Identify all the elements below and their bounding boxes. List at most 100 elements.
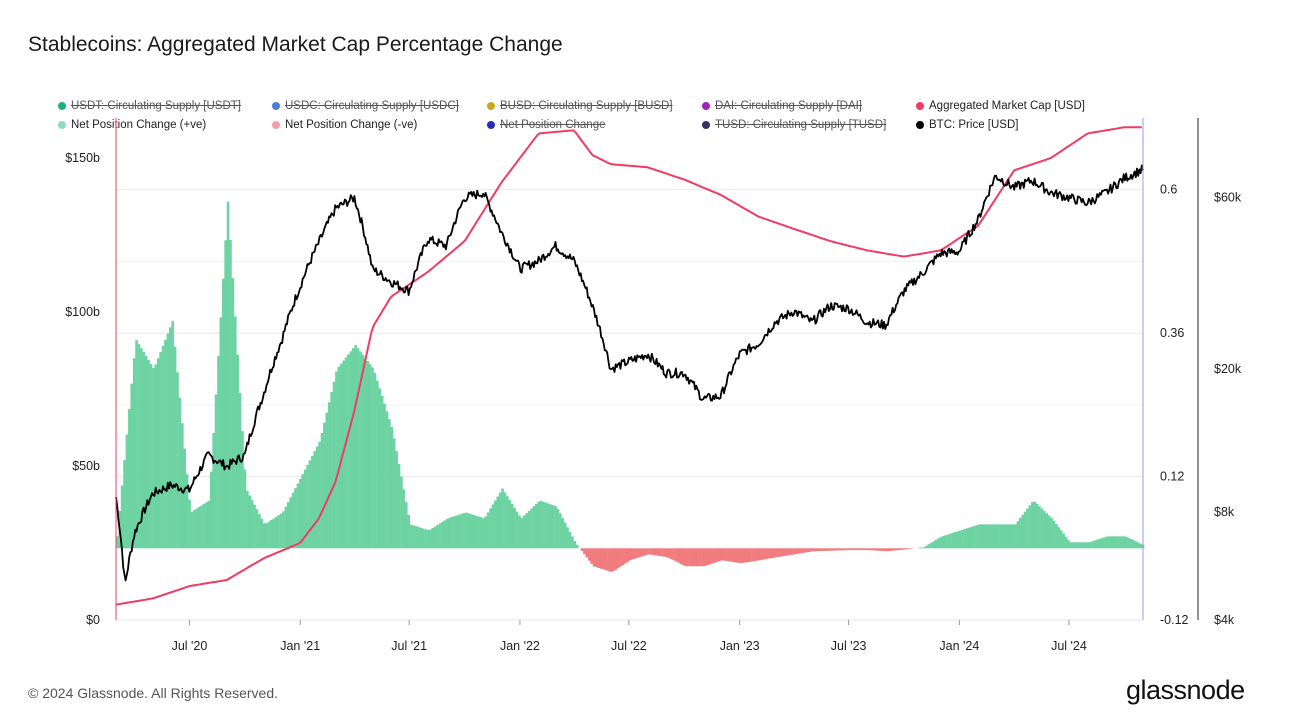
net-position-bar <box>371 367 374 549</box>
net-position-bar <box>431 528 435 549</box>
net-position-bar <box>243 469 247 549</box>
net-position-bar <box>978 524 981 549</box>
net-position-bar <box>128 409 131 549</box>
net-position-bar <box>628 548 632 561</box>
net-position-bar <box>645 548 649 555</box>
net-position-bar <box>202 503 206 549</box>
net-position-bar <box>749 548 752 562</box>
net-position-bar <box>1026 508 1029 549</box>
net-position-bar <box>520 517 524 549</box>
net-position-bar <box>888 548 892 551</box>
net-position-bar <box>549 504 553 549</box>
net-position-bar <box>320 433 324 549</box>
net-position-bar <box>185 474 189 549</box>
net-position-bar <box>135 340 138 549</box>
net-position-bar <box>284 506 288 549</box>
net-position-bar <box>190 511 194 549</box>
net-position-bar <box>775 548 779 558</box>
net-position-bar <box>238 392 242 549</box>
net-position-bar <box>132 358 136 549</box>
net-position-bar <box>1122 536 1126 549</box>
net-position-bar <box>807 548 810 553</box>
legend-item-dai[interactable]: DAI: Circulating Supply [DAI] <box>702 100 862 112</box>
net-position-bar <box>852 548 856 551</box>
net-position-bar <box>896 548 899 551</box>
net-position-bar <box>255 509 259 549</box>
net-position-bar <box>1100 538 1104 549</box>
net-position-bar <box>600 548 603 569</box>
net-position-bar <box>226 201 230 549</box>
net-position-bar <box>874 548 878 551</box>
net-position-bar <box>1112 536 1116 549</box>
net-position-bar <box>809 548 813 552</box>
net-position-bar <box>763 548 767 560</box>
net-position-bar <box>327 402 331 549</box>
legend-item-tusd[interactable]: TUSD: Circulating Supply [TUSD] <box>702 119 886 131</box>
net-position-bar <box>130 383 134 549</box>
net-position-bar <box>359 351 362 549</box>
net-position-bar <box>624 548 627 564</box>
net-position-bar <box>595 548 598 568</box>
net-position-bar <box>510 503 514 549</box>
net-position-bar <box>884 548 887 552</box>
net-position-bar <box>123 459 126 549</box>
net-position-bar <box>1035 503 1039 549</box>
net-position-bar <box>734 548 738 563</box>
net-position-bar <box>1023 511 1027 549</box>
legend-item-btc-price[interactable]: BTC: Price [USD] <box>916 119 1018 131</box>
net-position-bar <box>592 548 596 567</box>
left-axis-tick-label: $150b <box>65 151 100 165</box>
net-position-bar <box>518 515 521 549</box>
net-position-bar <box>585 548 589 558</box>
legend-item-net-position-positive[interactable]: Net Position Change (+ve) <box>58 119 206 131</box>
net-position-bar <box>236 354 239 549</box>
net-position-bar <box>953 532 957 549</box>
legend-label: BTC: Price [USD] <box>929 119 1019 131</box>
legend-label: Net Position Change (+ve) <box>71 119 207 131</box>
net-position-bar <box>409 524 413 549</box>
net-position-bar <box>388 419 391 549</box>
net-position-bar <box>544 502 548 549</box>
net-position-bar <box>891 548 894 551</box>
net-position-bar <box>932 541 935 549</box>
legend-item-net-position-negative[interactable]: Net Position Change (-ve) <box>272 119 417 131</box>
net-position-bar <box>751 548 755 562</box>
net-position-bar <box>299 478 302 549</box>
net-position-bar <box>147 360 150 549</box>
net-position-bar <box>364 357 367 549</box>
net-position-bar <box>426 529 430 549</box>
net-position-bar <box>484 516 488 549</box>
net-position-bar <box>207 500 211 549</box>
net-position-bar <box>267 521 271 549</box>
net-position-bar <box>662 548 666 557</box>
net-position-bar <box>643 548 646 556</box>
net-position-bar <box>366 361 370 549</box>
net-position-bar <box>715 548 719 563</box>
net-position-bar <box>501 488 504 549</box>
net-position-bar <box>1110 536 1114 549</box>
net-position-bar <box>188 499 191 549</box>
x-axis-tick-label: Jan '21 <box>280 639 320 653</box>
net-position-bar <box>857 548 861 551</box>
net-position-bar <box>522 515 526 549</box>
legend-item-usdc[interactable]: USDC: Circulating Supply [USDC] <box>272 100 459 112</box>
legend-item-usdt[interactable]: USDT: Circulating Supply [USDT] <box>58 100 241 112</box>
legend-item-busd[interactable]: BUSD: Circulating Supply [BUSD] <box>487 100 673 112</box>
net-position-bar <box>597 548 601 568</box>
net-position-bar <box>684 548 687 567</box>
net-position-bar <box>790 548 793 555</box>
legend-dot <box>272 121 280 129</box>
legend-dot <box>487 102 495 110</box>
net-position-bar <box>937 538 940 549</box>
chart-title: Stablecoins: Aggregated Market Cap Perce… <box>28 33 563 56</box>
net-position-bar <box>612 548 615 572</box>
legend-item-aggregated-market-cap[interactable]: Aggregated Market Cap [USD] <box>916 100 1085 112</box>
net-position-bar <box>660 548 663 557</box>
net-position-bar <box>1071 542 1075 549</box>
legend-item-net-position-change[interactable]: Net Position Change <box>487 119 605 131</box>
net-position-bar <box>742 548 745 563</box>
net-position-bar <box>1108 536 1111 549</box>
x-axis-tick-label: Jan '22 <box>500 639 540 653</box>
net-position-bar <box>1016 521 1020 549</box>
